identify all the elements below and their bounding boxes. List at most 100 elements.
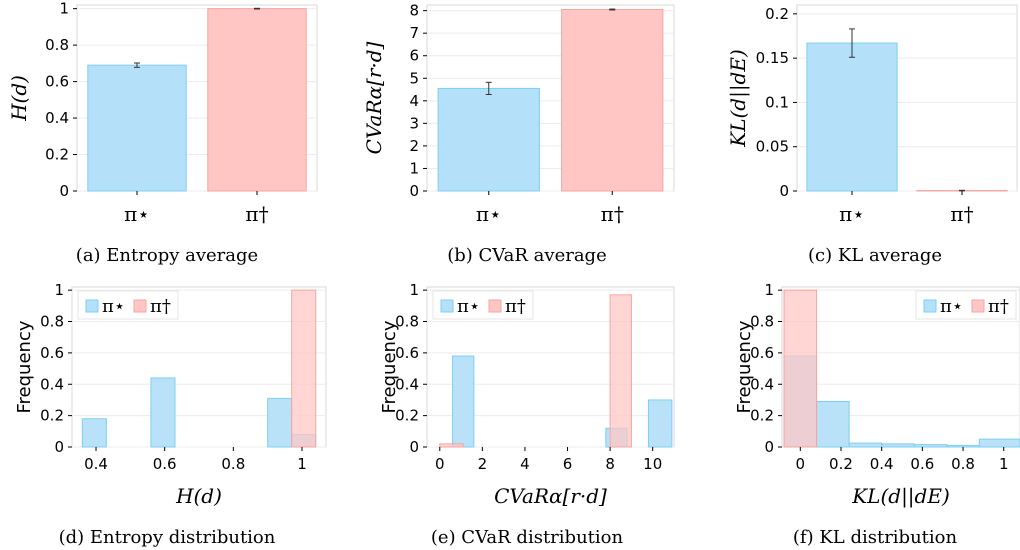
y-tick-label: 4 [409,92,419,110]
panels-group: 0 0.2 0.4 0.6 0.8 1 π⋆ π† H(d) (a) Entropy averag… [7,0,1020,548]
x-tick-label: π† [245,202,268,226]
y-tick-label: 1 [409,159,419,177]
histogram-bar [439,443,464,448]
caption: (a) Entropy average [76,245,258,266]
x-tick-label: 0.8 [951,455,975,473]
histogram-bar [783,289,818,448]
y-tick-label: 0.2 [765,5,789,23]
y-tick-label: 0.6 [40,344,64,362]
y-tick-label: 1 [764,281,774,299]
legend-swatch-pi-dagger [133,299,147,313]
y-tick-label: 1 [59,0,69,18]
histogram-bar [881,443,915,448]
x-tick-label: π† [601,202,624,226]
histogram-bar [978,438,1020,448]
y-axis-label: Frequency [734,320,755,413]
x-tick-label: 0 [796,455,806,473]
legend-label-pi-dagger: π† [505,296,526,317]
y-tick-label: 0.15 [756,49,789,67]
legend-label-pi-dagger: π† [988,296,1009,317]
x-tick-label: 1 [999,455,1009,473]
x-tick-label: 0.2 [829,455,853,473]
chart-panel-a: 0 0.2 0.4 0.6 0.8 1 π⋆ π† H(d) (a) Entropy averag… [7,0,318,266]
x-tick-label: 0.6 [153,455,177,473]
y-tick-label: 0 [764,438,774,456]
x-tick-label: 0 [435,455,445,473]
x-axis-label: CVaRα[r·d] [494,484,607,508]
legend-swatch-pi-star [923,299,937,313]
histogram-bar [913,444,948,448]
legend: π⋆ π† [432,290,534,320]
caption: (d) Entropy distribution [59,527,276,548]
legend: π⋆ π† [915,290,1017,320]
x-tick-label: 0.8 [221,455,245,473]
bar [561,9,664,192]
x-tick-label: 8 [605,455,615,473]
histogram-bar [609,294,632,448]
x-tick-label: 4 [520,455,530,473]
bar [437,87,540,192]
y-tick-label: 0.6 [395,344,419,362]
y-tick-label: 0.2 [45,146,69,164]
histogram-bar [291,289,317,448]
y-tick-label: 0.8 [40,313,64,331]
y-tick-label: 0 [59,182,69,200]
x-axis-label: H(d) [175,484,222,508]
caption: (f) KL distribution [793,527,958,548]
y-tick-label: 0.6 [45,73,69,91]
x-tick-label: 6 [563,455,573,473]
x-tick-label: π⋆ [476,202,502,226]
y-tick-label: 3 [409,114,419,132]
histogram-bar [816,401,850,448]
x-tick-label: 10 [643,455,662,473]
caption: (e) CVaR distribution [431,527,624,548]
histogram-bar [848,442,883,448]
y-tick-label: 8 [409,2,419,20]
bar [87,64,187,192]
y-axis-label: Frequency [14,320,35,413]
histogram-bar [150,377,176,448]
y-axis-label: CVaRα[r·d] [362,41,386,154]
y-tick-label: 0.4 [395,375,419,393]
legend-swatch-pi-dagger [488,299,502,313]
histogram-bar [647,399,673,448]
y-tick-label: 0 [54,438,64,456]
y-axis-label: KL(d||dE) [726,49,751,148]
legend-box [432,290,534,320]
y-tick-label: 1 [54,281,64,299]
histogram-bar [81,418,107,448]
chart-panel-b: 0 1 2 3 4 5 6 7 8 π⋆ π† CVaRα[r·d] (b) CVaR average [362,2,675,266]
y-axis-label: Frequency [379,320,400,413]
y-tick-label: 5 [409,69,419,87]
histogram-bar [267,397,293,448]
chart-panel-d: 0 0.2 0.4 0.6 0.8 1 0.4 0.6 0.8 1 H(d) π⋆ π† Frequenc… [14,281,327,548]
y-tick-label: 0 [779,182,789,200]
y-tick-label: 0.6 [750,344,774,362]
y-tick-label: 1 [409,281,419,299]
y-tick-label: 0.4 [40,375,64,393]
legend: π⋆ π† [77,290,179,320]
caption: (c) KL average [808,245,942,266]
bar [207,8,307,192]
y-tick-label: 0.05 [756,138,789,156]
x-tick-label: 0.6 [910,455,934,473]
y-tick-label: 2 [409,137,419,155]
y-tick-label: 0.4 [45,109,69,127]
y-tick-label: 0.1 [765,93,789,111]
x-axis-label: KL(d||dE) [851,484,950,509]
y-axis-label: H(d) [7,75,31,122]
x-tick-label: 2 [478,455,488,473]
x-tick-label: 0.4 [870,455,894,473]
legend-label-pi-star: π⋆ [102,296,125,317]
y-tick-label: 0.4 [750,375,774,393]
legend-label-pi-star: π⋆ [940,296,963,317]
y-tick-label: 0 [409,182,419,200]
y-tick-label: 0.2 [40,407,64,425]
legend-label-pi-star: π⋆ [457,296,480,317]
legend-swatch-pi-star [85,299,99,313]
histogram-bar [946,444,980,448]
x-tick-label: π⋆ [124,202,150,226]
chart-panel-c: 0 0.05 0.1 0.15 0.2 π⋆ π† KL(d||dE) (c) KL avera… [726,4,1018,266]
